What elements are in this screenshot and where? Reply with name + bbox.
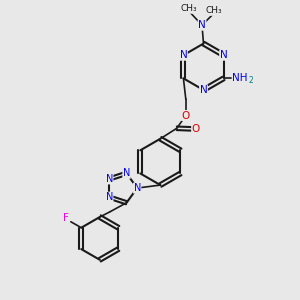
Text: N: N [220,50,227,60]
Text: F: F [63,213,69,223]
Text: N: N [123,168,130,178]
Text: N: N [200,85,207,95]
Text: N: N [106,192,113,202]
Text: O: O [192,124,200,134]
Text: CH₃: CH₃ [181,4,197,13]
Text: O: O [182,110,190,121]
Text: 2: 2 [248,76,253,85]
Text: N: N [134,183,141,193]
Text: N: N [106,174,113,184]
Text: N: N [179,50,187,60]
Text: NH: NH [232,73,248,83]
Text: CH₃: CH₃ [206,6,222,15]
Text: N: N [198,20,206,30]
